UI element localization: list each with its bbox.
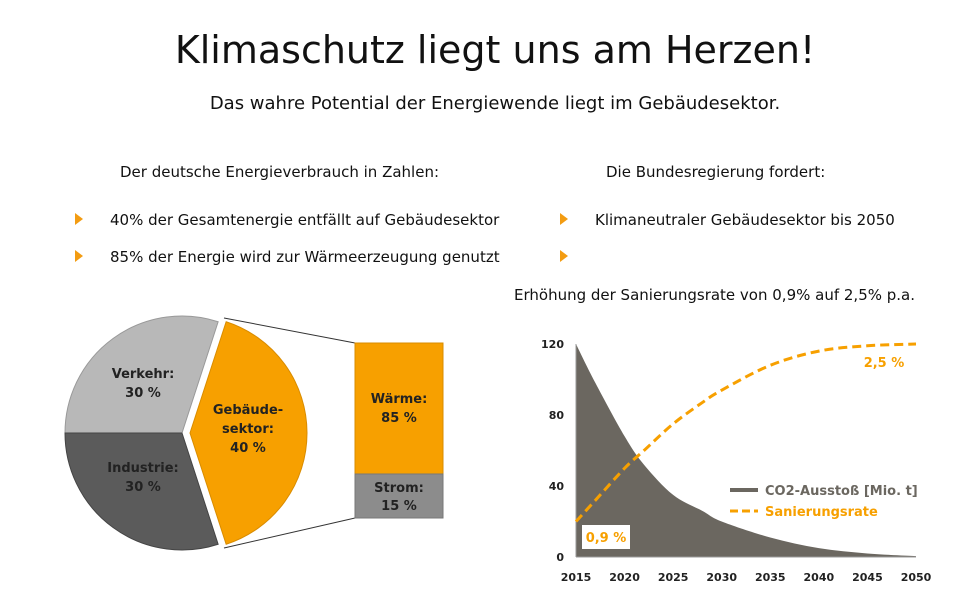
x-tick-label: 2015 [561,571,592,584]
annotation-box [582,525,630,549]
y-tick-label: 120 [541,338,564,351]
x-tick-label: 2050 [901,571,932,584]
pie-slice-industrie [64,432,219,551]
y-tick-label: 80 [549,409,565,422]
left-bullet: 85% der Energie wird zur Wärmeerzeugung … [110,248,500,266]
x-tick-label: 2025 [658,571,689,584]
x-tick-label: 2040 [804,571,835,584]
sanierungsrate-line [574,342,917,523]
pie-value: 40 % [230,441,266,456]
connector-line [223,317,356,344]
pie-label: Gebäude- [213,403,283,418]
annotation-start: 0,9 % [586,531,627,546]
bar-waerme [354,342,444,475]
pie-value: 30 % [125,386,161,401]
left-heading: Der deutsche Energieverbrauch in Zahlen: [120,163,440,181]
bullet-arrow-icon [560,250,568,262]
pie-slice-gebaeudesektor [189,321,308,545]
right-note: Erhöhung der Sanierungsrate von 0,9% auf… [514,286,916,304]
annotation-end: 2,5 % [864,356,905,371]
x-tick-label: 2035 [755,571,786,584]
page-title: Klimaschutz liegt uns am Herzen! [174,28,816,72]
pie-value: 30 % [125,480,161,495]
right-bullet: Klimaneutraler Gebäudesektor bis 2050 [595,211,895,229]
bar-value: 15 % [381,499,417,514]
right-heading: Die Bundesregierung fordert: [606,163,826,181]
subtitle: Das wahre Potential der Energiewende lie… [209,93,781,114]
legend-sanierung: Sanierungsrate [765,505,878,520]
pie-label: Verkehr: [112,367,175,382]
x-tick-label: 2020 [609,571,640,584]
left-bullet: 40% der Gesamtenergie entfällt auf Gebäu… [110,211,500,229]
pie-label: sektor: [222,422,274,437]
bar-label: Wärme: [371,392,428,407]
y-tick-label: 0 [556,551,564,564]
pie-slice-verkehr [64,315,219,434]
bar-strom [354,473,444,519]
bar-label: Strom: [374,481,424,496]
legend-co2: CO2-Ausstoß [Mio. t] [765,484,918,499]
connector-line [223,517,356,549]
bar-value: 85 % [381,411,417,426]
x-tick-label: 2045 [852,571,883,584]
x-tick-label: 2030 [706,571,737,584]
bullet-arrow-icon [75,213,83,225]
y-tick-label: 40 [549,480,565,493]
bullet-arrow-icon [560,213,568,225]
pie-label: Industrie: [107,461,179,476]
co2-area [576,344,916,557]
bullet-arrow-icon [75,250,83,262]
